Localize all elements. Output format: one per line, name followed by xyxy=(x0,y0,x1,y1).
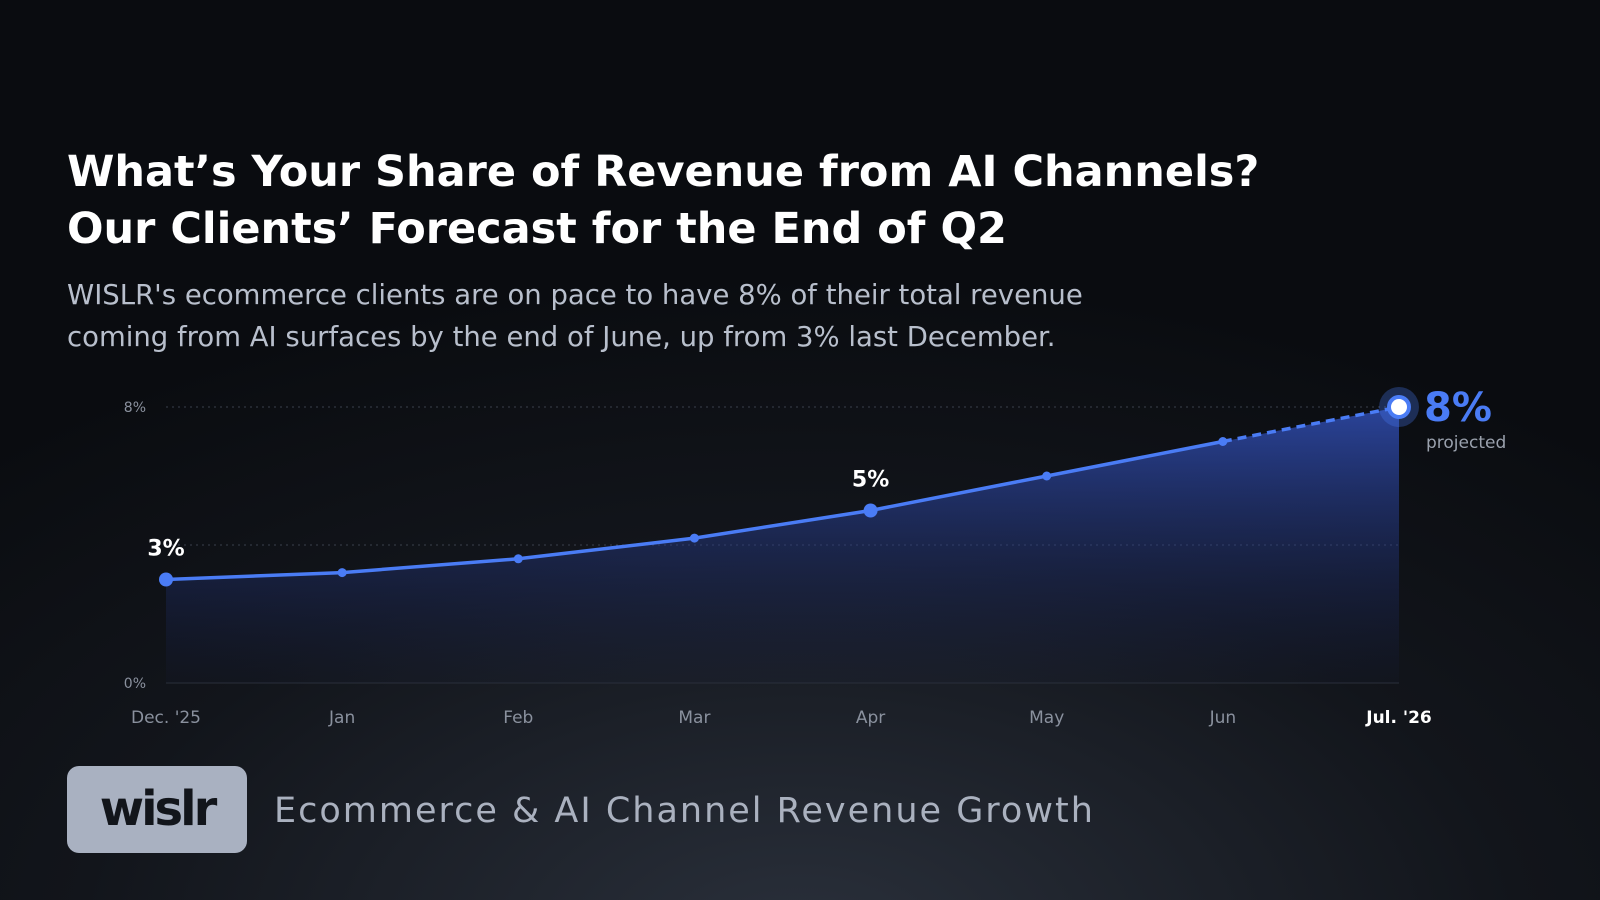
x-tick-label: Dec. '25 xyxy=(131,708,201,728)
point xyxy=(1218,437,1228,446)
logo: wislr xyxy=(100,781,218,837)
area xyxy=(166,407,1399,683)
value-label: 3% xyxy=(147,537,184,562)
value-label: 8% xyxy=(1424,385,1492,431)
logo-box xyxy=(67,766,247,853)
chart: 0% 8% Dec. '25 Jan Feb Mar Apr May Jun Jul. '26 3%… xyxy=(124,385,1506,728)
title-line: Our Clients’ Forecast for the End of Q2 xyxy=(67,204,1007,254)
point xyxy=(513,554,523,564)
title-line: What’s Your Share of Revenue from AI Cha… xyxy=(67,147,1259,197)
x-tick-label: Jan xyxy=(328,708,355,728)
x-tick-label: Mar xyxy=(678,708,710,728)
x-tick-label: Feb xyxy=(503,708,533,728)
projected-point xyxy=(1387,395,1411,419)
y-tick-label: 0% xyxy=(124,676,146,692)
subtitle-line: WISLR's ecommerce clients are on pace to… xyxy=(67,279,1083,311)
tagline: Ecommerce & AI Channel Revenue Growth xyxy=(274,791,1095,831)
point xyxy=(863,503,878,518)
y-tick-label: 8% xyxy=(124,400,146,416)
x-tick-label: May xyxy=(1029,708,1064,728)
subtitle-line: coming from AI surfaces by the end of Ju… xyxy=(67,321,1056,353)
x-tick-label: Apr xyxy=(856,708,885,728)
annotation: projected xyxy=(1426,433,1506,453)
point xyxy=(337,568,347,578)
x-tick-label: Jul. '26 xyxy=(1365,708,1432,728)
point xyxy=(689,533,699,543)
value-label: 5% xyxy=(852,468,889,493)
point xyxy=(159,572,173,587)
point xyxy=(1042,471,1052,481)
x-tick-label: Jun xyxy=(1209,708,1237,728)
